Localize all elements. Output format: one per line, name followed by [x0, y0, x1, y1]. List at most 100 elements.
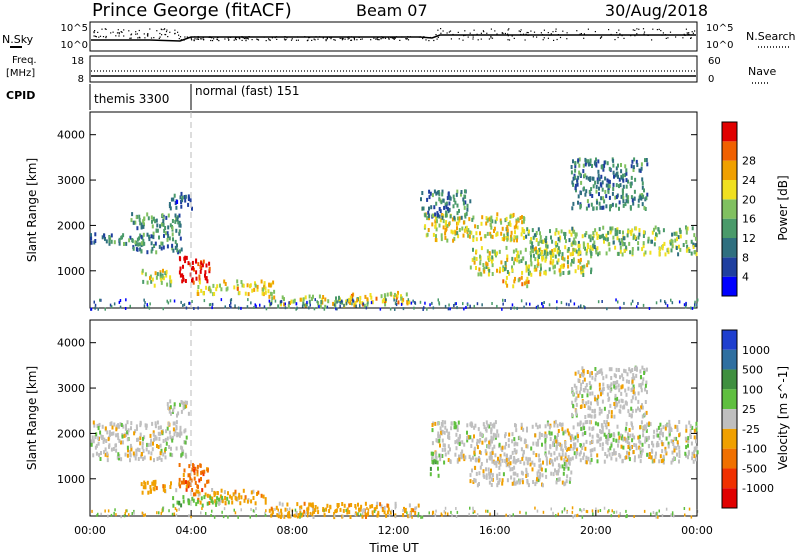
power-cell	[566, 260, 569, 265]
power-cell	[506, 237, 509, 242]
power-cell	[464, 214, 467, 219]
power-cell	[144, 301, 146, 305]
power-cell	[567, 255, 569, 260]
noise-point	[350, 39, 353, 41]
velocity-cell	[583, 426, 586, 431]
velocity-cell	[594, 397, 597, 402]
velocity-cell	[582, 400, 585, 405]
velocity-cell	[108, 430, 111, 435]
velocity-cell	[188, 499, 191, 504]
velocity-cell	[618, 453, 621, 457]
velocity-cell	[158, 511, 160, 515]
noise-point	[200, 38, 202, 40]
power-cell	[506, 232, 509, 237]
power-cell	[233, 285, 236, 290]
power-cell	[465, 211, 468, 216]
velocity-cell	[557, 512, 559, 516]
power-cell	[602, 205, 605, 210]
velocity-cell	[676, 425, 679, 430]
velocity-cell	[140, 454, 143, 459]
velocity-cell	[591, 439, 594, 444]
velocity-cell	[306, 507, 309, 512]
power-cell	[94, 306, 96, 310]
velocity-cell	[566, 474, 569, 479]
power-cell	[598, 177, 601, 182]
velocity-cell	[670, 439, 673, 444]
power-cell	[143, 304, 146, 308]
velocity-cell	[171, 453, 174, 458]
power-cell	[504, 261, 507, 265]
power-cell	[122, 233, 125, 238]
power-cell	[335, 296, 337, 301]
power-cell	[571, 180, 574, 185]
velocity-cell	[495, 460, 498, 465]
power-cell	[525, 302, 528, 306]
velocity-cell	[231, 500, 234, 505]
power-cell	[555, 228, 558, 233]
power-cell	[146, 305, 149, 309]
power-cell	[659, 299, 662, 303]
noise-point	[502, 32, 504, 35]
velocity-cell	[168, 406, 171, 411]
velocity-cell	[152, 441, 154, 446]
velocity-cell	[637, 391, 640, 396]
power-cell	[526, 284, 529, 289]
power-cell	[574, 232, 577, 237]
velocity-cell	[545, 453, 547, 458]
power-cell	[208, 266, 211, 271]
velocity-cell	[586, 393, 589, 398]
power-cell	[110, 305, 113, 309]
velocity-cell	[610, 367, 613, 372]
velocity-cell	[627, 432, 629, 437]
noise-point	[138, 29, 140, 32]
power-cell	[617, 163, 619, 168]
power-cell	[187, 202, 190, 207]
power-cell	[191, 206, 193, 211]
velocity-cell	[574, 435, 577, 440]
power-cell	[212, 283, 215, 288]
velocity-cell	[456, 510, 459, 514]
power-cell	[587, 260, 590, 265]
power-cell	[462, 302, 464, 306]
velocity-cell	[526, 479, 529, 483]
colorbar-swatch	[722, 180, 737, 200]
velocity-cell	[240, 495, 243, 500]
velocity-cell	[641, 414, 644, 419]
velocity-cell	[555, 480, 558, 485]
power-cell	[586, 263, 589, 268]
power-cell	[144, 272, 147, 277]
velocity-cell	[641, 448, 644, 453]
power-cell	[630, 181, 633, 186]
power-cell	[611, 191, 614, 196]
velocity-cell	[505, 442, 507, 446]
power-cell	[150, 234, 153, 239]
power-cell	[516, 258, 519, 263]
velocity-cell	[94, 435, 97, 440]
velocity-cell	[538, 453, 540, 458]
velocity-cell	[640, 451, 643, 456]
power-cell	[156, 272, 159, 277]
velocity-cell	[325, 507, 328, 512]
velocity-cell	[609, 434, 612, 439]
noise-point	[93, 32, 95, 34]
velocity-cell	[188, 473, 191, 478]
velocity-cell	[179, 425, 182, 430]
power-cell	[178, 229, 181, 234]
velocity-cell	[632, 390, 635, 394]
power-cell	[447, 209, 450, 214]
power-cell	[261, 291, 264, 296]
noise-point	[257, 39, 260, 41]
power-cell	[620, 163, 622, 167]
velocity-cell	[434, 454, 437, 459]
power-cell	[694, 236, 697, 241]
velocity-cell	[580, 426, 583, 431]
velocity-cell	[172, 503, 175, 508]
power-cell	[640, 162, 643, 167]
power-cell	[438, 223, 441, 228]
velocity-cell	[232, 492, 235, 497]
velocity-cell	[394, 501, 397, 506]
velocity-cell	[668, 419, 671, 424]
velocity-cell	[642, 433, 645, 438]
power-cell	[162, 268, 164, 273]
noise-point	[480, 38, 482, 40]
